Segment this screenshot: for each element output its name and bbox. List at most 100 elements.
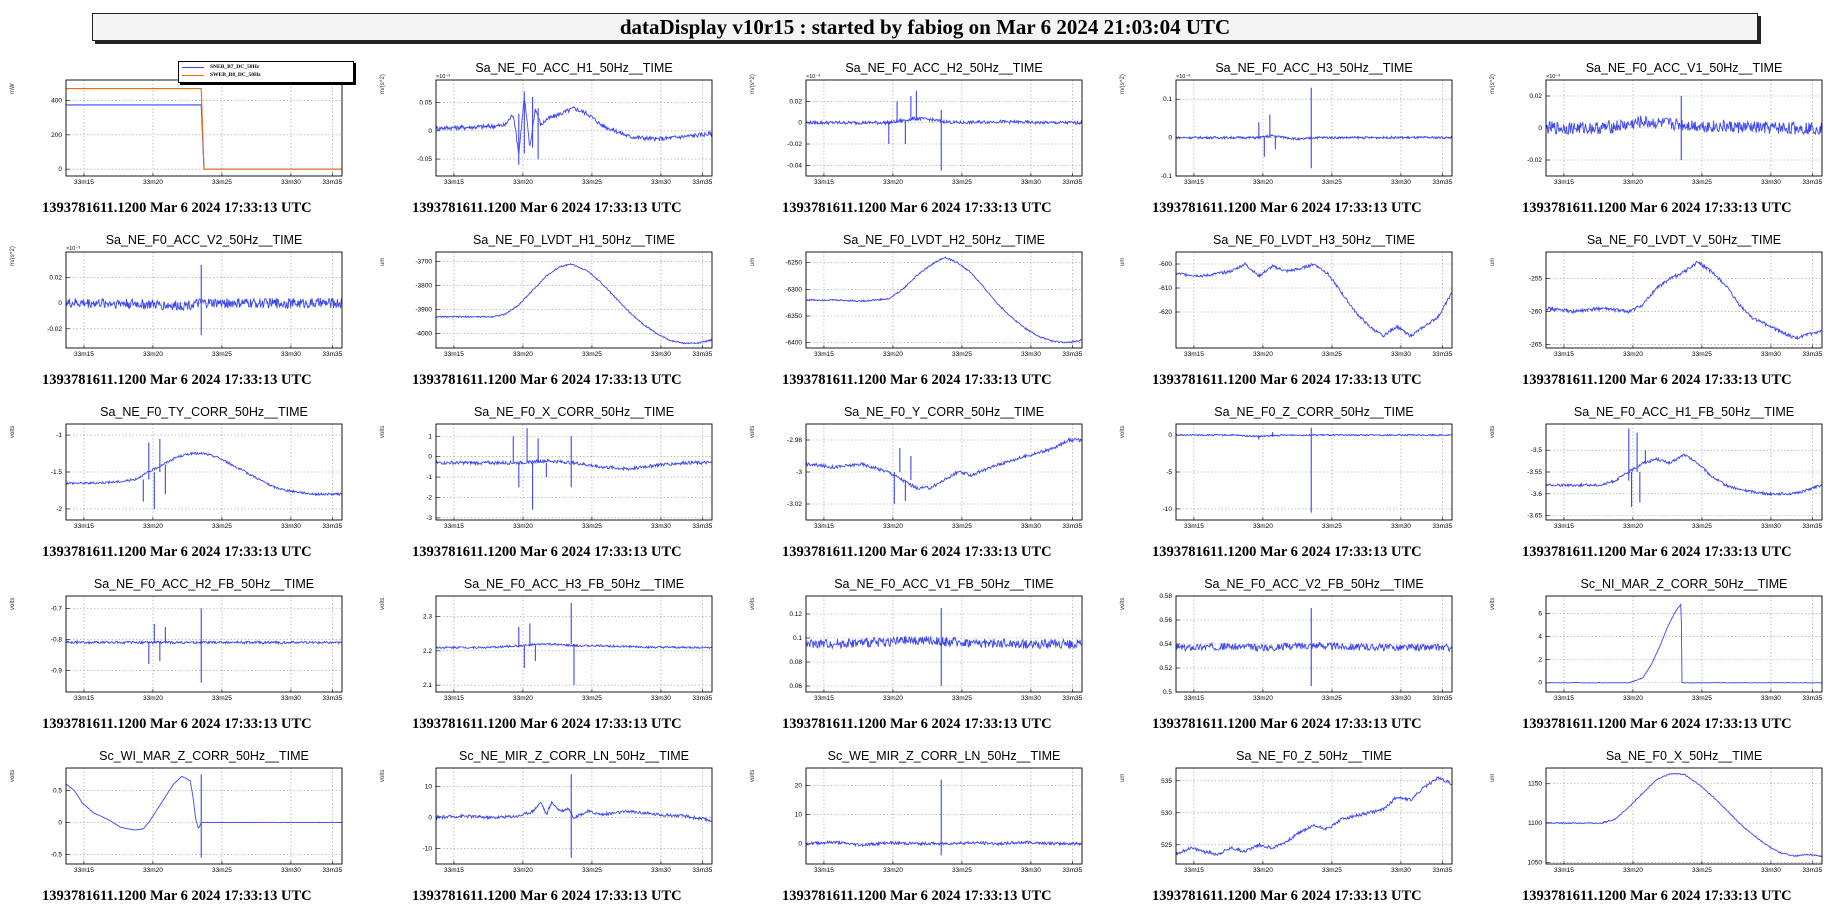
plot-18: 33m15 33m20 33m25 33m30 33m35 0.58 0.56 0.54 0.5… [1159,593,1453,702]
x-tick-label: 33m15 [74,523,94,530]
y-tick-label: -3 [796,469,802,476]
y-tick-label: -2 [426,495,432,502]
plot-12: 33m15 33m20 33m25 33m30 33m35 -2.98 -3 -3.02 [787,423,1083,530]
plot-timestamp: 1393781611.1200 Mar 6 2024 17:33:13 UTC [412,372,682,388]
x-tick-label: 33m35 [322,523,342,530]
series-line [436,98,712,154]
y-tick-label: 1100 [1528,820,1542,827]
plot-14: 33m15 33m20 33m25 33m30 33m35 -3.5 -3.55 -3.6 -3… [1527,423,1823,530]
x-tick-label: 33m30 [1761,523,1781,530]
plot-title: Sc_WE_MIR_Z_CORR_LN_50Hz__TIME [827,749,1061,763]
y-tick-label: 0 [798,120,802,127]
series-line [1176,775,1452,857]
y-tick-label: 0 [58,300,62,307]
plot-timestamp: 1393781611.1200 Mar 6 2024 17:33:13 UTC [42,888,312,904]
y-axis-label: volts [380,597,386,610]
x-tick-label: 33m20 [883,179,903,186]
plot-timestamp: 1393781611.1200 Mar 6 2024 17:33:13 UTC [1152,716,1422,732]
y-tick-label: -620 [1159,309,1172,316]
series-line [66,639,342,646]
x-tick-label: 33m20 [883,867,903,874]
series-line [806,635,1082,650]
x-tick-label: 33m30 [1391,351,1411,358]
x-tick-label: 33m15 [814,179,834,186]
plot-timestamp: 1393781611.1200 Mar 6 2024 17:33:13 UTC [1152,544,1422,560]
y-tick-label: 4 [1538,633,1542,640]
y-tick-label: -6250 [785,260,802,267]
plot-frame [1175,595,1453,693]
y-axis-label: m/(s^2) [750,74,756,94]
series-line [1546,260,1822,340]
series-line [436,458,712,472]
x-tick-label: 33m15 [1184,695,1204,702]
y-axis-label: mW [10,83,16,94]
y-tick-label: -0.1 [1161,173,1173,180]
plot-frame [435,79,713,177]
plot-title: Sc_NE_MIR_Z_CORR_LN_50Hz__TIME [459,749,689,763]
y-tick-label: 0.05 [419,100,432,107]
legend-entry: SWEB_B8_DC_50Hz [182,72,261,78]
legend-entry: SNEB_B7_DC_50Hz [182,64,259,70]
plot-frame [65,595,343,693]
y-tick-label: -3700 [415,259,432,266]
x-tick-label: 33m20 [513,695,533,702]
y-axis-label: volts [380,425,386,438]
y-axis-label: m/(s^2) [10,246,16,266]
plot-22: 33m15 33m20 33m25 33m30 33m35 20 10 0 [795,767,1083,874]
plot-title: Sa_NE_F0_ACC_V1_FB_50Hz__TIME [834,577,1054,591]
y-tick-label: -3800 [415,283,432,290]
x-tick-label: 33m15 [444,179,464,186]
plot-timestamp: 1393781611.1200 Mar 6 2024 17:33:13 UTC [782,888,1052,904]
x-tick-label: 33m15 [814,351,834,358]
y-axis-label: um [1490,773,1496,782]
x-tick-label: 33m15 [444,351,464,358]
x-tick-label: 33m35 [322,867,342,874]
y-tick-label: -3.5 [1531,447,1543,454]
y-tick-label: 2.1 [423,682,432,689]
app-title-banner: dataDisplay v10r15 : started by fabiog o… [92,13,1758,41]
x-tick-label: 33m20 [883,523,903,530]
x-tick-label: 33m30 [651,351,671,358]
x-tick-label: 33m15 [1184,179,1204,186]
plot-title: Sa_NE_F0_LVDT_V_50Hz__TIME [1586,233,1782,247]
plot-title: Sa_NE_F0_ACC_H2_50Hz__TIME [845,61,1043,75]
y-tick-label: -610 [1159,285,1172,292]
plot-frame [1545,595,1823,693]
plot-timestamp: 1393781611.1200 Mar 6 2024 17:33:13 UTC [1152,888,1422,904]
plot-timestamp: 1393781611.1200 Mar 6 2024 17:33:13 UTC [42,372,312,388]
plot-frame [435,423,713,521]
legend: SNEB_B7_DC_50Hz SWEB_B8_DC_50Hz [178,61,354,83]
y-axis-label: m/(s^2) [1490,74,1496,94]
x-tick-label: 33m15 [1554,867,1574,874]
y-tick-label: 10 [425,784,433,791]
y-tick-label: -0.7 [51,605,63,612]
y-tick-label: -2.98 [787,437,802,444]
x-tick-label: 33m25 [582,523,602,530]
x-tick-label: 33m35 [1802,867,1822,874]
y-tick-label: -265 [1529,342,1542,349]
x-tick-label: 33m30 [1021,523,1041,530]
x-tick-label: 33m25 [582,351,602,358]
y-tick-label: -0.5 [51,851,63,858]
plot-21: 33m15 33m20 33m25 33m30 33m35 10 0 -10 [423,767,713,874]
x-tick-label: 33m35 [692,695,712,702]
x-tick-label: 33m30 [1761,695,1781,702]
series-line [806,256,1082,344]
y-axis-label: um [750,257,756,266]
y-tick-label: -0.02 [1527,157,1542,164]
series-line [1176,641,1452,653]
y-axis-label: um [1120,257,1126,266]
plot-frame [65,767,343,865]
x-tick-label: 33m35 [1062,179,1082,186]
y-axis-label: volts [1490,425,1496,438]
plot-17: 33m15 33m20 33m25 33m30 33m35 0.12 0.1 0.08 0.06 [789,595,1083,702]
y-tick-label: -4000 [415,331,432,338]
plot-timestamp: 1393781611.1200 Mar 6 2024 17:33:13 UTC [42,716,312,732]
x-tick-label: 33m20 [143,695,163,702]
plot-title: Sa_NE_F0_ACC_H1_50Hz__TIME [475,61,673,75]
x-tick-label: 33m20 [1253,867,1273,874]
x-tick-label: 33m20 [1253,523,1273,530]
y-tick-label: 0 [428,815,432,822]
y-tick-label: 0.02 [1529,93,1542,100]
